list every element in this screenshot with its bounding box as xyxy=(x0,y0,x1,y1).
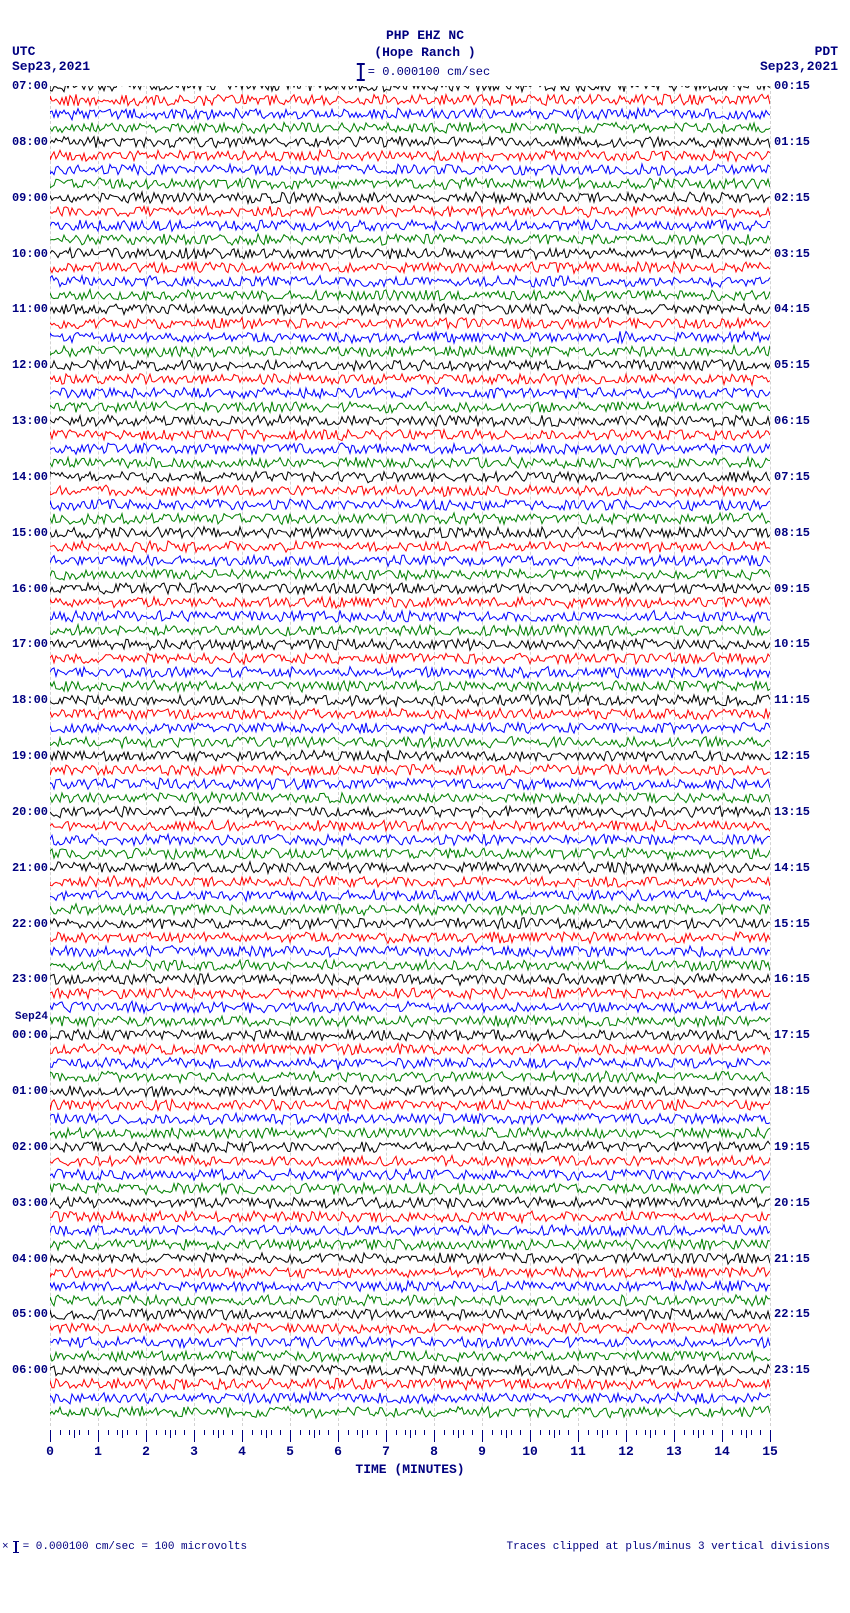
x-axis-title: TIME (MINUTES) xyxy=(50,1462,770,1477)
left-time-label: 12:00 xyxy=(2,358,48,372)
scale-text: = 0.000100 cm/sec xyxy=(368,65,490,79)
right-time-label: 19:15 xyxy=(774,1140,810,1154)
station-location: (Hope Ranch ) xyxy=(0,45,850,60)
right-time-label: 08:15 xyxy=(774,526,810,540)
x-tick-label: 10 xyxy=(522,1444,538,1459)
x-tick-label: 13 xyxy=(666,1444,682,1459)
scale-bar-icon xyxy=(360,64,362,80)
left-time-label: 03:00 xyxy=(2,1196,48,1210)
x-tick-label: 5 xyxy=(286,1444,294,1459)
seismogram-plot xyxy=(50,86,770,1426)
left-time-label: 16:00 xyxy=(2,582,48,596)
left-time-label: 04:00 xyxy=(2,1252,48,1266)
right-time-label: 14:15 xyxy=(774,861,810,875)
right-time-label: 10:15 xyxy=(774,637,810,651)
tz-right-date: Sep23,2021 xyxy=(760,59,838,74)
right-time-label: 22:15 xyxy=(774,1307,810,1321)
left-time-label: 20:00 xyxy=(2,805,48,819)
x-tick-label: 4 xyxy=(238,1444,246,1459)
left-time-label: 17:00 xyxy=(2,637,48,651)
right-time-label: 11:15 xyxy=(774,693,810,707)
tz-left-date: Sep23,2021 xyxy=(12,59,90,74)
right-time-label: 21:15 xyxy=(774,1252,810,1266)
x-tick-label: 6 xyxy=(334,1444,342,1459)
footer-left-text: = 0.000100 cm/sec = 100 microvolts xyxy=(23,1541,247,1553)
right-time-label: 20:15 xyxy=(774,1196,810,1210)
right-time-label: 01:15 xyxy=(774,135,810,149)
right-time-label: 16:15 xyxy=(774,972,810,986)
x-tick-label: 3 xyxy=(190,1444,198,1459)
left-time-label: 13:00 xyxy=(2,414,48,428)
footer-scale: × = 0.000100 cm/sec = 100 microvolts xyxy=(2,1541,247,1553)
tz-right-label: PDT xyxy=(760,44,838,59)
left-time-label: 10:00 xyxy=(2,247,48,261)
right-time-label: 04:15 xyxy=(774,302,810,316)
scale-indicator: = 0.000100 cm/sec xyxy=(360,64,490,80)
x-tick-label: 11 xyxy=(570,1444,586,1459)
left-time-label: 22:00 xyxy=(2,917,48,931)
left-time-label: 18:00 xyxy=(2,693,48,707)
left-time-label: Sep24 xyxy=(2,1011,48,1023)
right-time-label: 13:15 xyxy=(774,805,810,819)
right-time-label: 12:15 xyxy=(774,749,810,763)
x-tick-label: 2 xyxy=(142,1444,150,1459)
x-tick-label: 12 xyxy=(618,1444,634,1459)
left-time-label: 15:00 xyxy=(2,526,48,540)
left-time-label: 19:00 xyxy=(2,749,48,763)
right-time-label: 07:15 xyxy=(774,470,810,484)
left-time-label: 05:00 xyxy=(2,1307,48,1321)
x-tick-label: 15 xyxy=(762,1444,778,1459)
trace-line xyxy=(50,86,770,1426)
footer-scale-bar-icon xyxy=(15,1541,17,1553)
right-time-label: 03:15 xyxy=(774,247,810,261)
left-time-label: 23:00 xyxy=(2,972,48,986)
left-time-label: 00:00 xyxy=(2,1028,48,1042)
tz-left-label: UTC xyxy=(12,44,90,59)
footer-clip-note: Traces clipped at plus/minus 3 vertical … xyxy=(507,1541,830,1553)
x-tick-label: 14 xyxy=(714,1444,730,1459)
station-code: PHP EHZ NC xyxy=(0,28,850,43)
left-time-label: 08:00 xyxy=(2,135,48,149)
footer-prefix: × xyxy=(2,1541,9,1553)
right-time-label: 00:15 xyxy=(774,79,810,93)
left-time-label: 06:00 xyxy=(2,1363,48,1377)
right-time-label: 15:15 xyxy=(774,917,810,931)
right-time-label: 18:15 xyxy=(774,1084,810,1098)
x-axis: TIME (MINUTES) 0123456789101112131415 xyxy=(50,1430,770,1470)
x-tick-label: 9 xyxy=(478,1444,486,1459)
x-tick-label: 0 xyxy=(46,1444,54,1459)
right-time-label: 23:15 xyxy=(774,1363,810,1377)
right-time-label: 06:15 xyxy=(774,414,810,428)
left-time-label: 07:00 xyxy=(2,79,48,93)
left-time-label: 01:00 xyxy=(2,1084,48,1098)
right-time-label: 17:15 xyxy=(774,1028,810,1042)
right-time-label: 05:15 xyxy=(774,358,810,372)
timezone-right: PDT Sep23,2021 xyxy=(760,44,838,74)
left-time-label: 21:00 xyxy=(2,861,48,875)
header: PHP EHZ NC (Hope Ranch ) xyxy=(0,0,850,60)
left-time-label: 09:00 xyxy=(2,191,48,205)
x-tick-label: 8 xyxy=(430,1444,438,1459)
left-time-label: 11:00 xyxy=(2,302,48,316)
x-tick-label: 1 xyxy=(94,1444,102,1459)
seismogram-container: PHP EHZ NC (Hope Ranch ) = 0.000100 cm/s… xyxy=(0,0,850,1613)
timezone-left: UTC Sep23,2021 xyxy=(12,44,90,74)
right-time-label: 02:15 xyxy=(774,191,810,205)
x-tick-label: 7 xyxy=(382,1444,390,1459)
left-time-label: 02:00 xyxy=(2,1140,48,1154)
right-time-label: 09:15 xyxy=(774,582,810,596)
left-time-label: 14:00 xyxy=(2,470,48,484)
